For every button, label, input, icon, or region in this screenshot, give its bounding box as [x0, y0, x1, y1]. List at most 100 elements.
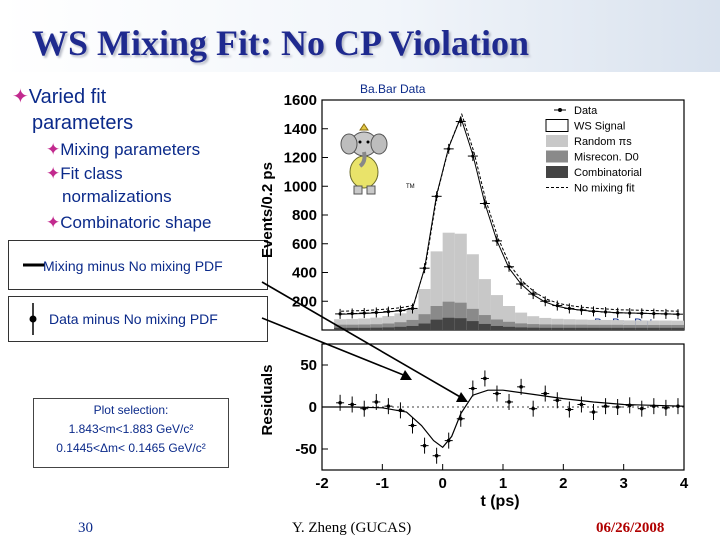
star-bullet-icon: ✦ — [46, 164, 61, 183]
solid-line-legend-icon — [23, 263, 45, 267]
y-tick-label: 400 — [292, 265, 317, 282]
x-tick-label: 0 — [438, 475, 446, 492]
combinatorial-bar — [466, 321, 479, 330]
residual-y-tick-label: -50 — [295, 441, 317, 458]
combinatorial-bar — [671, 327, 684, 330]
mixing-callout: Mixing minus No mixing PDF — [8, 240, 268, 290]
combinatorial-bar — [623, 327, 636, 330]
selection-line-1: 1.843<m<1.883 GeV/c² — [68, 422, 194, 437]
data-callout: Data minus No mixing PDF — [8, 296, 268, 342]
residual-point — [591, 410, 596, 414]
residual-point — [579, 402, 584, 407]
mixing-callout-arrow — [261, 281, 463, 399]
data-point — [447, 147, 451, 151]
x-tick-label: 3 — [619, 475, 627, 492]
residual-point — [398, 408, 403, 413]
y-tick-label: 1600 — [284, 92, 317, 109]
data-point — [664, 312, 668, 316]
footer-date: 06/26/2008 — [596, 520, 665, 536]
residual-point — [471, 386, 475, 391]
combinatorial-bar — [382, 327, 395, 330]
star-bullet-icon: ✦ — [12, 86, 29, 108]
combinatorial-bar — [454, 318, 467, 330]
data-point — [640, 311, 644, 315]
x-axis-label: t (ps) — [480, 493, 519, 510]
legend-swatch — [546, 166, 568, 178]
combinatorial-bar — [647, 327, 660, 330]
babar-elephant-logo — [340, 123, 388, 195]
combinatorial-bar — [430, 319, 443, 330]
arrowhead-icon — [456, 392, 468, 402]
misrecon-bar — [503, 321, 516, 330]
legend-entry: Random πs — [574, 136, 632, 148]
combinatorial-bar — [635, 327, 648, 330]
residual-point — [531, 406, 535, 411]
residual-point — [603, 404, 608, 408]
misrecon-bar — [575, 324, 588, 330]
x-tick-label: -2 — [315, 475, 328, 492]
footer-author: Y. Zheng (GUCAS) — [292, 520, 412, 536]
legend-entry: No mixing fit — [574, 183, 635, 195]
misrecon-bar — [527, 324, 540, 330]
combinatorial-bar — [346, 327, 359, 330]
legend-ws-swatch — [545, 119, 569, 132]
misrecon-bar — [490, 319, 503, 330]
trademark-mark: TM — [406, 184, 415, 190]
residual-point — [652, 404, 656, 408]
x-tick-label: 1 — [499, 475, 507, 492]
data-point — [543, 299, 547, 303]
data-point — [362, 311, 366, 315]
data-point — [422, 266, 427, 270]
random-pis-bar — [346, 318, 359, 330]
misrecon-bar — [647, 324, 660, 330]
y-tick-label: 200 — [292, 293, 317, 310]
misrecon-bar — [406, 319, 419, 330]
bullet-text: normalizations — [62, 187, 172, 206]
sub-bullet-mixing-parameters: ✦Mixing parameters — [46, 140, 201, 160]
star-bullet-icon: ✦ — [46, 213, 61, 232]
selection-heading: Plot selection: — [93, 403, 169, 417]
legend-entry: WS Signal — [574, 121, 625, 133]
residual-point — [627, 403, 632, 408]
combinatorial-bar — [599, 327, 612, 330]
x-tick-label: 2 — [559, 475, 567, 492]
data-point — [555, 303, 559, 308]
residual-point — [446, 438, 451, 443]
combinatorial-bar — [394, 326, 407, 330]
residual-point — [639, 406, 644, 411]
legend-swatch — [546, 150, 568, 163]
data-point — [350, 311, 354, 316]
misrecon-bar — [599, 324, 612, 330]
sub-bullet-fit-class: ✦Fit class — [46, 164, 123, 184]
bullet-varied-fit: ✦Varied fit — [12, 86, 106, 108]
data-point — [459, 119, 463, 124]
combinatorial-bar — [563, 327, 576, 330]
data-point — [386, 310, 390, 314]
random-pis-bar — [551, 318, 564, 330]
x-tick-label: 4 — [680, 475, 689, 492]
combinatorial-bar — [659, 327, 672, 330]
random-pis-bar — [358, 318, 371, 330]
combinatorial-bar — [503, 326, 516, 330]
legend-entry: Misrecon. D0 — [574, 152, 639, 164]
residual-point — [507, 400, 511, 404]
x-tick-label: -1 — [376, 475, 389, 492]
random-pis-bar — [563, 319, 576, 330]
data-point — [591, 309, 596, 313]
combinatorial-bar — [358, 327, 371, 330]
data-point — [616, 311, 620, 315]
residual-point — [374, 400, 379, 404]
misrecon-bar — [587, 324, 600, 330]
combinatorial-bar — [370, 327, 383, 330]
sub-bullet-continuation: normalizations — [62, 187, 172, 207]
no-mixing-fit-line — [341, 112, 680, 312]
residual-point — [338, 401, 342, 405]
bullet-text: Mixing parameters — [60, 140, 201, 159]
bullet-text: Combinatoric shape — [60, 213, 212, 232]
y-tick-label: 600 — [292, 236, 317, 253]
legend-entry: Data — [574, 105, 598, 117]
residual-point — [543, 391, 548, 396]
combinatorial-bar — [539, 327, 552, 330]
residual-point — [483, 376, 487, 381]
